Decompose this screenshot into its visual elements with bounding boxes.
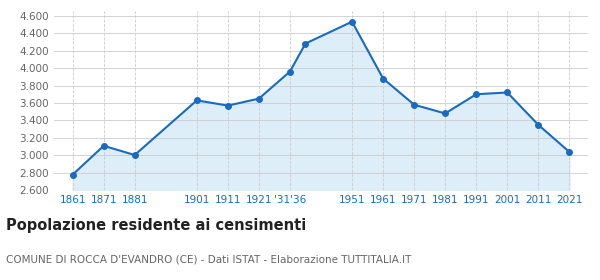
Text: Popolazione residente ai censimenti: Popolazione residente ai censimenti <box>6 218 306 234</box>
Text: COMUNE DI ROCCA D'EVANDRO (CE) - Dati ISTAT - Elaborazione TUTTITALIA.IT: COMUNE DI ROCCA D'EVANDRO (CE) - Dati IS… <box>6 255 412 265</box>
